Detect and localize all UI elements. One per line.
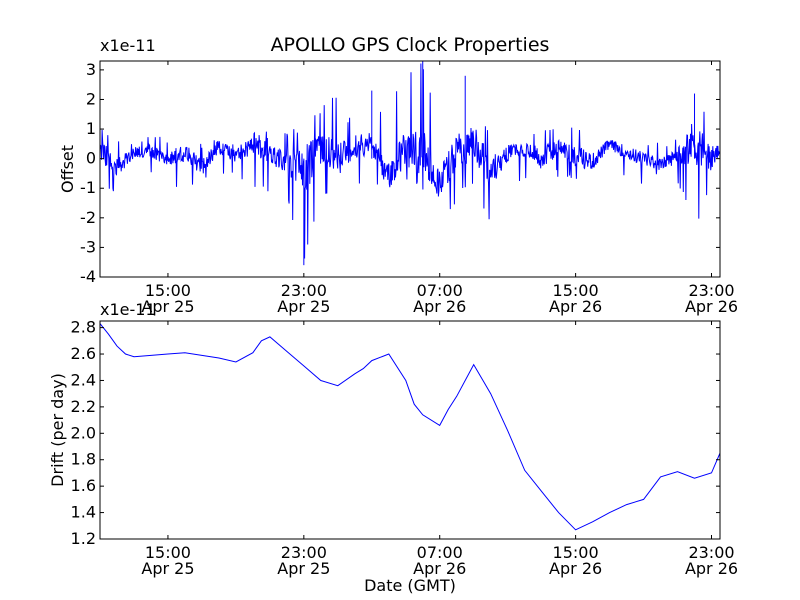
x-tick-date-3: Apr 26 bbox=[549, 297, 602, 316]
x-tick-date-1: Apr 25 bbox=[277, 559, 330, 578]
axes-frame bbox=[99, 60, 721, 278]
series-group bbox=[100, 323, 720, 531]
y-tick-label-0: 1.2 bbox=[71, 529, 96, 548]
y-tick-label-1: -3 bbox=[80, 237, 96, 256]
series-group bbox=[100, 61, 720, 266]
y-axis-label: Drift (per day) bbox=[48, 373, 67, 487]
plot-area bbox=[100, 321, 720, 539]
x-tick-time-0: 15:00 bbox=[145, 281, 191, 300]
offset-series-line bbox=[100, 63, 720, 259]
x-tick-time-3: 15:00 bbox=[553, 281, 599, 300]
axes-frame bbox=[99, 320, 721, 540]
y-tick-label-5: 2.2 bbox=[71, 397, 96, 416]
x-tick-time-1: 23:00 bbox=[281, 543, 327, 562]
y-tick-label-4: 0 bbox=[86, 149, 96, 168]
x-tick-date-2: Apr 26 bbox=[413, 297, 466, 316]
x-tick-time-0: 15:00 bbox=[145, 543, 191, 562]
y-tick-label-6: 2.4 bbox=[71, 370, 96, 389]
x-tick-time-1: 23:00 bbox=[281, 281, 327, 300]
y-axis-label: Offset bbox=[58, 145, 77, 193]
y-tick-label-4: 2.0 bbox=[71, 423, 96, 442]
x-tick-time-2: 07:00 bbox=[417, 281, 463, 300]
x-tick-date-0: Apr 25 bbox=[141, 297, 194, 316]
x-tick-date-1: Apr 25 bbox=[277, 297, 330, 316]
x-tick-time-3: 15:00 bbox=[553, 543, 599, 562]
y-tick-label-2: 1.6 bbox=[71, 476, 96, 495]
chart-title: APOLLO GPS Clock Properties bbox=[271, 34, 550, 56]
y-tick-label-2: -2 bbox=[80, 208, 96, 227]
x-tick-date-2: Apr 26 bbox=[413, 559, 466, 578]
y-tick-label-3: 1.8 bbox=[71, 450, 96, 469]
x-tick-time-4: 23:00 bbox=[688, 543, 734, 562]
y-tick-label-5: 1 bbox=[86, 119, 96, 138]
y-tick-label-0: -4 bbox=[80, 267, 96, 286]
y-tick-label-6: 2 bbox=[86, 89, 96, 108]
x-tick-date-0: Apr 25 bbox=[141, 559, 194, 578]
y-multiplier: x1e-11 bbox=[100, 300, 156, 319]
y-tick-label-1: 1.4 bbox=[71, 503, 96, 522]
y-tick-label-7: 2.6 bbox=[71, 344, 96, 363]
x-axis-label: Date (GMT) bbox=[364, 576, 456, 595]
drift-series-line bbox=[100, 323, 720, 531]
y-tick-label-8: 2.8 bbox=[71, 318, 96, 337]
x-tick-date-4: Apr 26 bbox=[685, 297, 738, 316]
y-tick-label-3: -1 bbox=[80, 178, 96, 197]
y-tick-label-7: 3 bbox=[86, 60, 96, 79]
y-multiplier: x1e-11 bbox=[100, 36, 156, 55]
x-tick-time-2: 07:00 bbox=[417, 543, 463, 562]
x-tick-date-4: Apr 26 bbox=[685, 559, 738, 578]
x-tick-time-4: 23:00 bbox=[688, 281, 734, 300]
x-tick-date-3: Apr 26 bbox=[549, 559, 602, 578]
